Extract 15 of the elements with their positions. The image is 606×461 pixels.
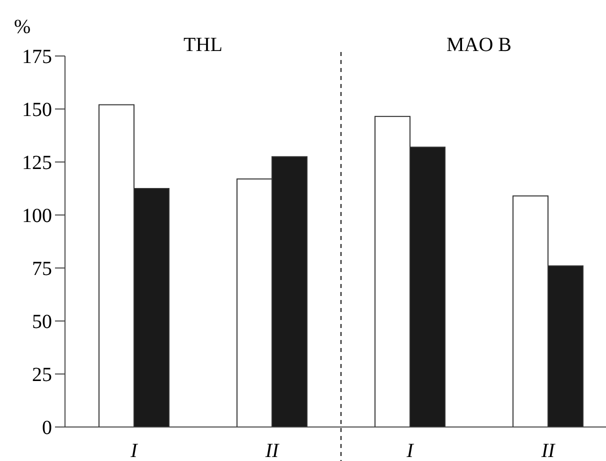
y-tick-label: 150 [22, 99, 52, 121]
y-tick-label: 125 [22, 152, 52, 174]
y-tick-label: 75 [32, 258, 52, 280]
x-tick-label: I [130, 440, 139, 461]
x-tick-label: II [540, 440, 556, 461]
annotation: THL [184, 34, 222, 56]
y-tick-label: 100 [22, 205, 52, 227]
y-axis-title: % [14, 16, 31, 38]
y-tick-label: 25 [32, 364, 52, 386]
y-tick-label: 0 [42, 417, 52, 439]
y-tick-label: 50 [32, 311, 52, 333]
x-tick-label: II [264, 440, 280, 461]
annotation: MAO B [446, 34, 512, 56]
x-tick-label: I [406, 440, 415, 461]
y-tick-label: 175 [22, 46, 52, 68]
